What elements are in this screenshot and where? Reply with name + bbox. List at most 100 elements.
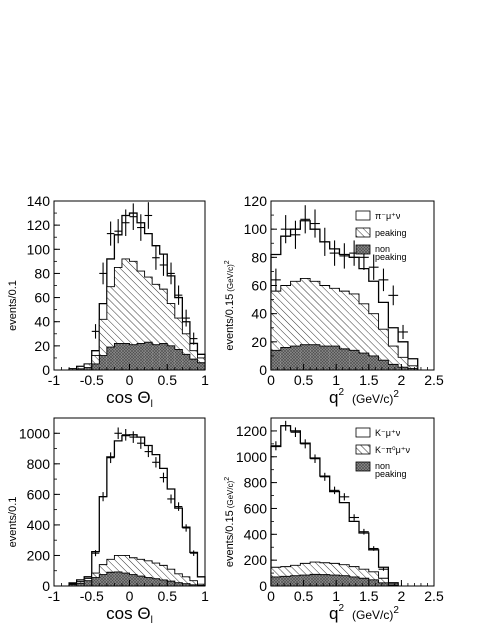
y-axis-label-text: events/0.1: [7, 280, 19, 331]
y-tick-label: 0: [42, 578, 50, 594]
histogram-bar-non-peaking: [378, 360, 389, 370]
chart-panel-1: 0 20 40 60 80 100 120 140 -1 -0.5 0 0.5 1 events/0.1 c…: [7, 193, 209, 410]
histogram-bar-non-peaking: [114, 343, 122, 370]
histogram-bar-non-peaking: [129, 344, 138, 370]
histogram-bar-peaking: [129, 261, 138, 370]
histogram-bar-non-peaking: [167, 581, 175, 586]
x-axis-label-text: q: [329, 388, 338, 407]
x-axis-label: q2 (GeV/c)2: [329, 387, 399, 407]
x-axis-label-unit-exp: 2: [393, 605, 399, 616]
series-peaking: [270, 278, 419, 370]
y-tick-label: 400: [244, 526, 268, 542]
histogram-bar-peaking: [329, 288, 340, 370]
y-axis-label-text: events/0.15: [224, 294, 236, 351]
series-non-peaking: [270, 573, 399, 586]
histogram-bar-total: [398, 341, 408, 370]
histogram-bar-peaking: [114, 555, 122, 586]
x-axis-label-exp: 2: [338, 603, 344, 614]
y-tick-label: 200: [27, 547, 51, 563]
histogram-bar-non-peaking: [174, 349, 183, 370]
x-axis-label-text: q: [329, 604, 338, 623]
histogram-bar-peaking: [398, 357, 408, 370]
legend-swatch-hatched: [355, 227, 371, 238]
histogram-bar-total: [159, 468, 168, 586]
histogram-bar-non-peaking: [300, 575, 311, 586]
histogram-bar-non-peaking: [152, 578, 160, 586]
y-axis-label: events/0.15 (GeV/c)2: [224, 260, 236, 350]
histogram-bar-total: [271, 446, 281, 586]
x-tick-label: 1: [201, 588, 209, 604]
histogram-bar-non-peaking: [329, 575, 340, 586]
histogram-bar-non-peaking: [368, 579, 379, 586]
histogram-bar-non-peaking: [91, 363, 100, 370]
histogram-bar-peaking: [359, 303, 369, 370]
histogram-bar-non-peaking: [319, 574, 330, 586]
histogram-bar-total: [129, 434, 138, 586]
y-tick-label: 100: [27, 241, 51, 257]
y-tick-label: 60: [34, 290, 50, 306]
histogram-bar-non-peaking: [271, 350, 281, 370]
histogram-bar-total: [407, 358, 418, 370]
x-tick-label: 0.5: [294, 588, 314, 604]
histogram-bar-non-peaking: [189, 359, 198, 370]
x-tick-label: 2: [398, 372, 406, 388]
y-tick-label: 120: [244, 193, 268, 209]
y-tick-label: 1000: [236, 449, 267, 465]
histogram-bar-total: [339, 502, 350, 586]
histogram-bar-peaking: [300, 278, 311, 370]
y-axis-label-unit: (GeV/c): [226, 480, 235, 508]
y-tick-label: 80: [34, 265, 50, 281]
y-axis-label-unit: (GeV/c): [226, 264, 235, 292]
legend-swatch-open: [355, 210, 371, 221]
histogram-bar-total: [137, 437, 145, 586]
y-tick-label: 0: [42, 362, 50, 378]
histogram-bar-peaking: [174, 573, 183, 586]
series-non-peaking: [270, 344, 419, 370]
y-tick-label: 600: [27, 486, 51, 502]
histogram-bar-non-peaking: [137, 343, 145, 370]
histogram-bar-total: [290, 430, 301, 586]
x-tick-label: 0: [126, 588, 134, 604]
data-points: [271, 205, 408, 340]
histogram-bar-peaking: [319, 285, 330, 370]
histogram-bar-peaking: [152, 563, 160, 586]
histogram-bar-peaking: [280, 285, 291, 370]
y-tick-label: 120: [27, 217, 51, 233]
y-axis-label: events/0.1: [7, 497, 19, 548]
histogram-bar-peaking: [310, 281, 320, 370]
x-axis-label-unit: (GeV/c): [352, 392, 393, 406]
histogram-bar-peaking: [271, 291, 281, 370]
histogram-bar-non-peaking: [114, 571, 122, 586]
histogram-bar-non-peaking: [144, 577, 153, 586]
x-axis-label-text: cos Θ: [106, 388, 150, 407]
y-tick-label: 20: [251, 334, 267, 350]
legend-label: K⁻μ⁺ν: [375, 428, 401, 438]
x-axis-label: q2 (GeV/c)2: [329, 603, 399, 623]
histogram-bar-non-peaking: [339, 575, 350, 586]
histogram-bar-non-peaking: [121, 343, 130, 370]
histogram-bar-peaking: [99, 319, 107, 370]
histogram-bar-non-peaking: [349, 576, 360, 586]
x-tick-label: -1: [48, 372, 61, 388]
chart-panel-2: 0 20 40 60 80 100 120 0 0.5 1 1.5 2 2.5 events/0.15 (G…: [224, 193, 444, 407]
histogram-bar-peaking: [189, 580, 198, 586]
histogram-bar-non-peaking: [76, 583, 85, 586]
y-tick-label: 20: [34, 338, 50, 354]
histogram-bar-peaking: [129, 557, 138, 586]
legend-swatch-crosshatched: [355, 461, 371, 472]
histogram-bar-non-peaking: [398, 367, 408, 370]
plot-frame: [270, 417, 435, 587]
x-axis-label: cos Θl: [106, 388, 153, 410]
histogram-bar-total: [99, 496, 107, 586]
histogram-bar-peaking: [91, 355, 100, 370]
histogram-bar-total: [378, 567, 389, 586]
legend-label: peaking: [375, 228, 407, 238]
y-tick-label: 60: [251, 278, 267, 294]
chart-panel-4: 0 200 400 600 800 1000 1200 0 0.5 1 1.5 2 2.5 events/…: [224, 417, 444, 623]
histogram-bar-peaking: [182, 333, 190, 370]
histogram-bar-non-peaking: [106, 572, 115, 586]
x-axis-label-sub: l: [151, 399, 153, 410]
histogram-bar-peaking: [167, 303, 175, 370]
